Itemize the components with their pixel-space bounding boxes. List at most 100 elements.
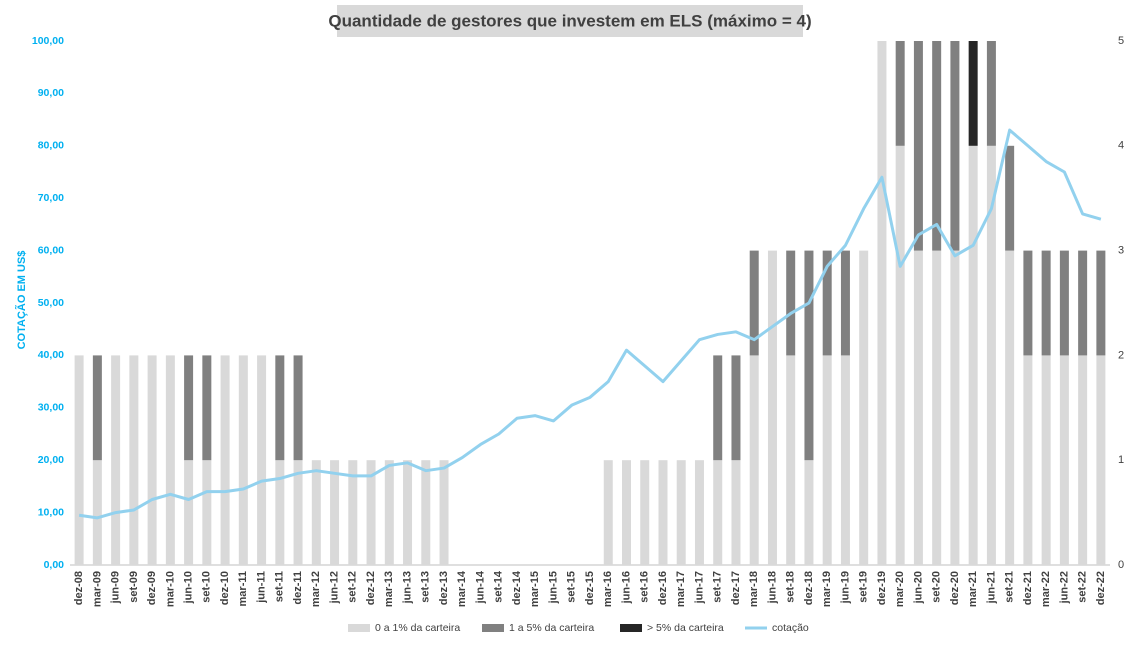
x-tick-label: dez-11 — [292, 571, 304, 605]
bar-segment — [804, 460, 814, 565]
bar-segment — [1041, 250, 1051, 356]
x-tick-label: mar-13 — [383, 571, 395, 607]
x-tick-label: set-10 — [201, 571, 213, 603]
y-tick-label: 30,00 — [38, 402, 64, 414]
bar-segment — [694, 460, 704, 565]
bar-segment — [1059, 355, 1069, 565]
bar-segment — [1005, 145, 1015, 251]
bar-segment — [640, 460, 650, 565]
bar-segment — [202, 460, 212, 565]
x-tick-label: dez-18 — [803, 571, 815, 605]
bar-segment — [238, 355, 248, 565]
bar-segment — [786, 250, 796, 356]
x-tick-label: set-11 — [274, 571, 286, 602]
y2-tick-label: 4 — [1118, 140, 1124, 152]
bar-segment — [986, 41, 996, 146]
legend-label: > 5% da carteira — [647, 622, 724, 634]
bar-segment — [1078, 355, 1088, 565]
bar-segment — [202, 355, 212, 461]
bar-segment — [275, 460, 285, 565]
bar-segment — [1096, 355, 1106, 565]
x-tick-label: jun-22 — [1058, 571, 1070, 604]
x-tick-label: set-15 — [566, 571, 578, 603]
x-tick-label: dez-16 — [657, 571, 669, 605]
x-tick-label: jun-11 — [255, 571, 267, 604]
x-tick-label: jun-13 — [401, 571, 413, 604]
bar-segment — [129, 355, 139, 565]
bar-segment — [330, 460, 340, 565]
bar-segment — [713, 460, 723, 565]
x-tick-label: jun-14 — [474, 570, 486, 604]
x-tick-label: dez-20 — [949, 571, 961, 605]
y-tick-label: 20,00 — [38, 454, 64, 466]
x-tick-label: mar-17 — [675, 571, 687, 607]
y-tick-label: 100,00 — [32, 35, 64, 47]
legend-swatch — [348, 624, 370, 632]
bar-segment — [92, 355, 102, 461]
x-tick-label: mar-22 — [1040, 571, 1052, 607]
bar-segment — [348, 460, 358, 565]
x-tick-label: set-14 — [493, 570, 505, 603]
y2-tick-label: 3 — [1118, 245, 1124, 257]
bar-segment — [184, 355, 194, 461]
bar-segment — [111, 355, 121, 565]
y2-tick-label: 2 — [1118, 349, 1124, 361]
y-tick-label: 0,00 — [44, 559, 65, 571]
x-tick-label: mar-19 — [821, 571, 833, 607]
bar-segment — [621, 460, 631, 565]
bar-segment — [786, 355, 796, 565]
x-tick-label: set-19 — [858, 571, 870, 603]
bar-segment — [859, 250, 869, 565]
x-tick-label: set-18 — [785, 571, 797, 603]
x-tick-label: jun-10 — [183, 571, 195, 604]
x-tick-label: dez-09 — [146, 571, 158, 605]
x-tick-label: mar-18 — [748, 571, 760, 607]
bar-segment — [311, 460, 321, 565]
bar-segment — [950, 250, 960, 565]
x-tick-label: mar-14 — [456, 570, 468, 607]
bar-segment — [603, 460, 613, 565]
x-tick-label: mar-10 — [164, 571, 176, 607]
legend-swatch — [620, 624, 642, 632]
bar-segment — [932, 41, 942, 251]
y-tick-label: 60,00 — [38, 244, 64, 256]
bar-segment — [968, 41, 978, 146]
x-tick-label: jun-12 — [328, 571, 340, 604]
x-tick-label: set-16 — [639, 571, 651, 603]
x-tick-label: set-13 — [420, 571, 432, 603]
y-tick-label: 50,00 — [38, 297, 64, 309]
x-tick-label: set-17 — [712, 571, 724, 603]
x-tick-label: set-12 — [347, 571, 359, 603]
bar-segment — [877, 41, 887, 565]
x-tick-label: dez-17 — [730, 571, 742, 605]
x-tick-label: jun-15 — [547, 571, 559, 604]
title-box — [337, 5, 803, 37]
x-tick-label: jun-19 — [839, 571, 851, 604]
bar-segment — [840, 250, 850, 356]
x-tick-label: dez-21 — [1022, 571, 1034, 605]
x-tick-label: mar-20 — [894, 571, 906, 607]
bar-segment — [1023, 250, 1033, 356]
x-tick-label: dez-14 — [511, 570, 523, 605]
bar-segment — [913, 250, 923, 565]
bar-segment — [731, 460, 741, 565]
x-tick-label: mar-11 — [237, 571, 249, 606]
bar-segment — [1059, 250, 1069, 356]
x-tick-label: set-22 — [1077, 571, 1089, 603]
y2-tick-label: 0 — [1118, 559, 1124, 571]
x-tick-label: jun-21 — [985, 571, 997, 604]
bar-segment — [968, 145, 978, 566]
line — [78, 128, 1102, 520]
x-tick-label: mar-16 — [602, 571, 614, 607]
y-tick-label: 40,00 — [38, 349, 64, 361]
bar-segment — [220, 355, 230, 565]
x-tick-label: set-09 — [128, 571, 140, 603]
bar-segment — [257, 355, 267, 565]
bar-segment — [713, 355, 723, 461]
x-tick-label: dez-22 — [1095, 571, 1107, 605]
bar-segment — [950, 41, 960, 251]
legend-swatch — [482, 624, 504, 632]
bar-segment — [1096, 250, 1106, 356]
bar-segment — [1005, 250, 1015, 565]
